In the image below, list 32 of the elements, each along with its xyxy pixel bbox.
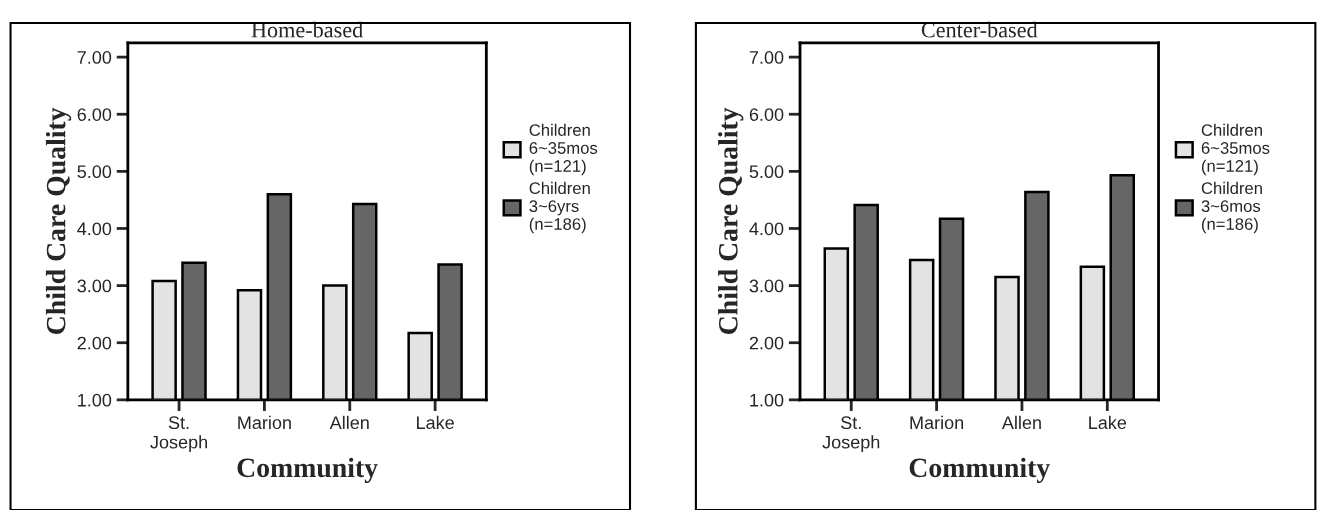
y-tick-label: 6.00 (749, 108, 784, 121)
y-tick-label: 5.00 (77, 165, 112, 179)
chart-title: Center-based (921, 21, 1038, 38)
y-tick-label: 5.00 (749, 165, 784, 179)
y-tick-label: 1.00 (750, 393, 784, 407)
x-tick-label: Lake (1089, 415, 1127, 430)
y-axis-title: Child Care Quality (718, 107, 744, 334)
y-tick-label: 4.00 (77, 222, 112, 236)
x-tick-label: Marion (238, 415, 291, 430)
y-axis-title: Child Care Quality (45, 107, 72, 334)
x-tick-label: St. Joseph (822, 416, 880, 453)
y-tick-label: 2.00 (749, 336, 784, 350)
x-axis-title: Community (237, 457, 378, 483)
x-tick-label: St. Joseph (150, 416, 207, 453)
legend-label: Children 6~35mos (n=121) (529, 123, 598, 176)
x-tick-label: Allen (1001, 415, 1041, 430)
x-tick-label: Lake (417, 415, 454, 430)
legend-label: Children 3~6mos (n=186) (1201, 181, 1262, 234)
y-tick-label: 7.00 (749, 51, 784, 64)
x-axis-title: Community (909, 457, 1050, 483)
y-tick-label: 4.00 (749, 222, 784, 236)
y-tick-label: 2.00 (77, 336, 112, 350)
y-tick-label: 1.00 (78, 393, 112, 407)
y-tick-label: 3.00 (749, 279, 784, 293)
legend-label: Children 3~6yrs (n=186) (529, 181, 590, 234)
y-tick-label: 6.00 (77, 108, 112, 121)
chart-title: Home-based (251, 21, 363, 38)
y-tick-label: 3.00 (77, 279, 112, 293)
x-tick-label: Allen (329, 415, 369, 430)
legend-label: Children 6~35mos (n=121) (1201, 123, 1270, 176)
y-tick-label: 7.00 (77, 51, 112, 64)
x-tick-label: Marion (910, 415, 964, 430)
